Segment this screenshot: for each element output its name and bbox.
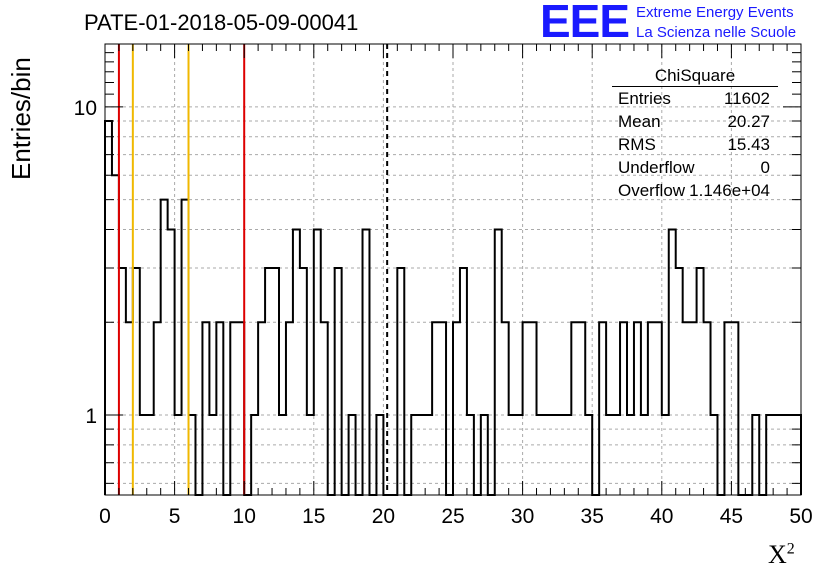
stats-row: Mean 20.27 <box>612 112 778 135</box>
stats-value: 15.43 <box>727 135 770 154</box>
y-tick-label: 1 <box>85 405 97 428</box>
x-tick-label: 0 <box>99 505 111 528</box>
histogram-bin <box>286 322 293 495</box>
histogram-bin <box>683 322 690 495</box>
y-tick-label: 10 <box>74 97 97 120</box>
histogram-bin <box>321 322 328 495</box>
histogram-bin <box>363 230 370 495</box>
histogram-bin <box>300 268 307 495</box>
x-tick-label: 20 <box>372 505 395 528</box>
histogram-bin <box>523 322 530 495</box>
y-axis-label: Entries/bin <box>6 57 36 180</box>
histogram-bin <box>530 322 537 495</box>
chart-title: PATE-01-2018-05-09-00041 <box>84 10 359 35</box>
tick-labels: 0 5 10 15 20 25 30 35 40 45 50 1 10 <box>74 97 813 528</box>
stats-row: RMS 15.43 <box>612 135 778 158</box>
histogram-bin <box>112 175 119 495</box>
reference-lines <box>117 44 389 495</box>
histogram-bin <box>439 322 446 495</box>
histogram-bin <box>453 322 460 495</box>
histogram-bin <box>168 230 175 495</box>
histogram-bin <box>655 322 662 495</box>
histogram-bin <box>724 322 731 495</box>
histogram-bin <box>272 268 279 495</box>
histogram-series <box>104 119 802 496</box>
histogram-bin <box>620 322 627 495</box>
histogram-bin <box>202 322 209 495</box>
histogram-bin <box>731 322 738 495</box>
x-tick-label: 35 <box>581 505 604 528</box>
histogram-bin <box>502 322 509 495</box>
stats-title: ChiSquare <box>612 66 778 87</box>
histogram-bin <box>648 322 655 495</box>
stats-label: Underflow <box>618 158 695 177</box>
stats-row: Overflow 1.146e+04 <box>612 181 778 204</box>
histogram-bin <box>126 322 133 495</box>
histogram-bin <box>314 230 321 495</box>
stats-box: ChiSquare Entries 11602 Mean 20.27 RMS 15.4… <box>612 66 778 204</box>
stats-value: 11602 <box>723 89 770 108</box>
x-axis-symbol: X <box>768 540 787 569</box>
x-axis-superscript: 2 <box>786 540 795 558</box>
stats-row: Underflow 0 <box>612 158 778 181</box>
histogram-bin <box>182 200 189 495</box>
histogram-bin <box>634 322 641 495</box>
histogram-bin <box>676 268 683 495</box>
stats-label: Mean <box>618 112 661 131</box>
logo-subtitle-2: La Scienza nelle Scuole <box>636 24 797 41</box>
x-axis-label: X2 <box>768 540 795 570</box>
histogram-bin <box>599 322 606 495</box>
histogram-bin <box>230 322 237 495</box>
histogram-bin <box>293 230 300 495</box>
histogram-bin <box>161 200 168 495</box>
stats-label: Overflow <box>618 181 686 200</box>
histogram-bin <box>154 322 161 495</box>
histogram-bin <box>669 230 676 495</box>
histogram-bin <box>237 322 244 495</box>
histogram-bin <box>697 268 704 495</box>
stats-row: Entries 11602 <box>612 89 778 112</box>
logo-subtitle-1: Extreme Energy Events <box>636 4 794 21</box>
x-tick-label: 40 <box>650 505 673 528</box>
histogram-bin <box>397 268 404 495</box>
x-tick-label: 25 <box>441 505 464 528</box>
stats-value: 1.146e+04 <box>689 181 770 200</box>
histogram-bin <box>460 268 467 495</box>
histogram-bin <box>690 322 697 495</box>
histogram-bin <box>432 322 439 495</box>
histogram-bin <box>133 268 140 495</box>
histogram-bin <box>216 322 223 495</box>
histogram-bin <box>258 322 265 495</box>
histogram-bin <box>495 230 502 495</box>
histogram-bin <box>105 121 112 495</box>
histogram-bin <box>571 322 578 495</box>
eee-logo: EEE <box>540 0 630 47</box>
x-tick-label: 10 <box>233 505 256 528</box>
x-tick-label: 15 <box>302 505 325 528</box>
histogram-bin <box>265 268 272 495</box>
histogram-bin <box>704 322 711 495</box>
histogram-bin <box>335 268 342 495</box>
stats-value: 0 <box>760 158 770 177</box>
stats-label: RMS <box>618 135 656 154</box>
stats-value: 20.27 <box>727 112 770 131</box>
x-tick-label: 5 <box>169 505 181 528</box>
histogram-bin <box>119 268 126 495</box>
x-tick-label: 50 <box>789 505 812 528</box>
stats-label: Entries <box>618 89 671 108</box>
x-tick-label: 30 <box>511 505 534 528</box>
histogram-bin <box>578 322 585 495</box>
x-tick-label: 45 <box>720 505 743 528</box>
histogram-outline <box>104 119 802 496</box>
axis-ticks <box>104 44 802 495</box>
